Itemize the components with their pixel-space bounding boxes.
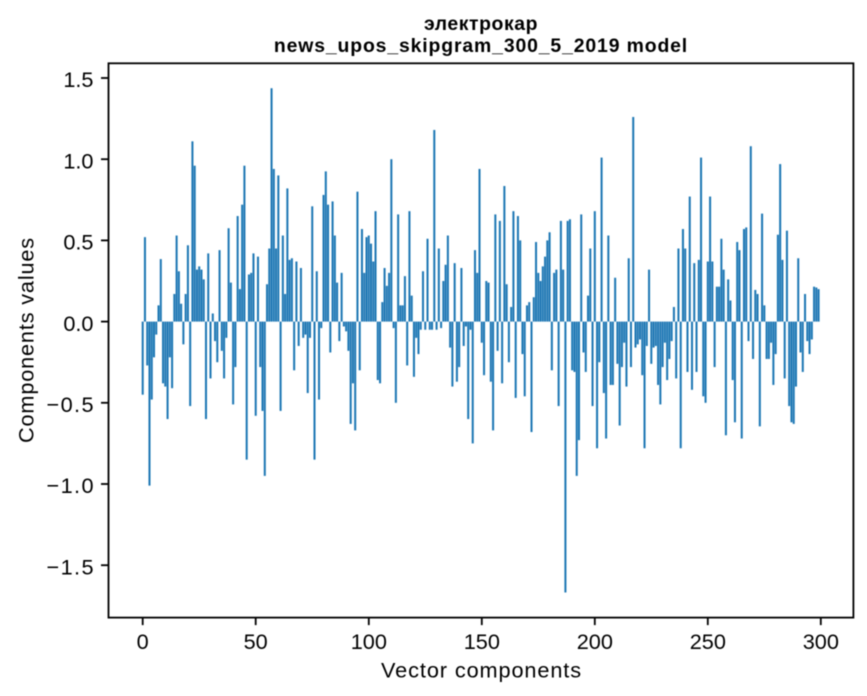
svg-text:50: 50	[244, 629, 268, 654]
svg-text:1.0: 1.0	[63, 148, 93, 173]
svg-text:200: 200	[577, 629, 613, 654]
svg-text:−0.5: −0.5	[47, 392, 94, 417]
svg-text:300: 300	[803, 629, 839, 654]
svg-text:0: 0	[137, 629, 149, 654]
svg-text:Components values: Components values	[13, 237, 38, 443]
svg-text:Vector components: Vector components	[381, 658, 582, 683]
svg-text:электрокар: электрокар	[424, 13, 538, 35]
svg-text:−1.0: −1.0	[47, 473, 94, 498]
svg-text:250: 250	[690, 629, 726, 654]
svg-text:0.5: 0.5	[63, 230, 93, 255]
svg-text:news_upos_skipgram_300_5_2019: news_upos_skipgram_300_5_2019 model	[274, 35, 688, 57]
svg-text:0.0: 0.0	[63, 311, 93, 336]
svg-text:1.5: 1.5	[63, 67, 93, 92]
svg-text:−1.5: −1.5	[47, 554, 94, 579]
svg-text:100: 100	[351, 629, 387, 654]
svg-text:150: 150	[464, 629, 500, 654]
